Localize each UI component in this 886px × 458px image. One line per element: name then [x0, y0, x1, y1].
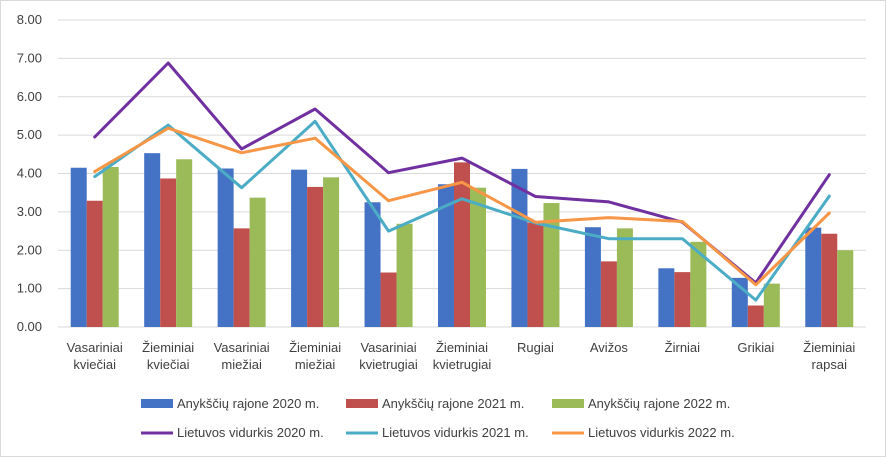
bar-series	[102, 159, 854, 327]
bar	[511, 168, 528, 327]
bar	[543, 203, 560, 327]
bar	[821, 233, 838, 327]
legend-item: Anykščių rajone 2021 m.	[346, 396, 524, 411]
bar	[763, 283, 780, 327]
bar	[438, 184, 454, 327]
y-tick-label: 8.00	[17, 12, 42, 27]
series-line	[93, 119, 831, 302]
legend-label: Anykščių rajone 2022 m.	[588, 396, 730, 411]
bar	[600, 261, 617, 327]
x-tick-label: Žirniai	[665, 340, 701, 355]
bar	[307, 186, 324, 327]
bar	[396, 223, 413, 327]
legend-item: Anykščių rajone 2020 m.	[141, 396, 319, 411]
x-tick-label: Rugiai	[517, 340, 554, 355]
bar	[102, 166, 119, 327]
legend-item: Lietuvos vidurkis 2020 m.	[141, 425, 324, 440]
legend-label: Lietuvos vidurkis 2022 m.	[588, 425, 735, 440]
x-tick-label: Žieminiai kviečiai	[142, 340, 194, 372]
y-tick-label: 5.00	[17, 127, 42, 142]
y-tick-label: 6.00	[17, 89, 42, 104]
lines	[93, 61, 831, 302]
legend-label: Anykščių rajone 2020 m.	[177, 396, 319, 411]
bar	[160, 178, 177, 327]
bar	[584, 227, 601, 327]
bar-series	[86, 162, 838, 327]
x-tick-label: Grikiai	[737, 340, 774, 355]
bars	[70, 153, 854, 327]
legend-swatch	[346, 399, 378, 408]
y-tick-label: 3.00	[17, 204, 42, 219]
x-tick-label: Žieminiai rapsai	[803, 340, 855, 372]
bar	[690, 241, 707, 327]
y-tick-label: 1.00	[17, 281, 42, 296]
legend-swatch	[552, 399, 584, 408]
x-tick-label: Vasariniai kviečiai	[67, 340, 123, 372]
bar	[380, 272, 397, 327]
bar	[144, 153, 161, 327]
bar	[364, 202, 381, 327]
bar	[454, 162, 470, 327]
legend-item: Anykščių rajone 2022 m.	[552, 396, 730, 411]
y-axis-tick-labels: 0.00 1.00 2.00 3.00 4.00 5.00 6.00 7.00 8.00	[17, 12, 42, 334]
bar	[249, 197, 266, 327]
bar	[616, 228, 633, 327]
x-tick-label: Avižos	[590, 340, 629, 355]
x-axis-tick-labels: Vasariniai kviečiai Žieminiai kviečiai Vasar…	[67, 340, 856, 372]
bar	[176, 159, 193, 327]
bar	[658, 268, 675, 327]
legend: Anykščių rajone 2020 m. Anykščių rajone 2…	[141, 396, 735, 440]
legend-label: Anykščių rajone 2021 m.	[382, 396, 524, 411]
y-tick-label: 2.00	[17, 242, 42, 257]
x-tick-label: Žieminiai miežiai	[289, 340, 341, 372]
y-tick-label: 4.00	[17, 166, 42, 181]
bar-series	[70, 153, 822, 327]
bar	[70, 167, 87, 327]
y-tick-label: 0.00	[17, 319, 42, 334]
bar	[747, 305, 764, 327]
legend-label: Lietuvos vidurkis 2021 m.	[382, 425, 529, 440]
legend-swatch	[141, 399, 173, 408]
bar	[837, 250, 854, 327]
series-line	[93, 126, 831, 287]
bar	[323, 177, 340, 327]
legend-item: Lietuvos vidurkis 2022 m.	[552, 425, 735, 440]
bar	[86, 200, 103, 327]
bar	[470, 187, 486, 327]
bar	[805, 227, 822, 327]
x-tick-label: Vasariniai miežiai	[214, 340, 270, 372]
legend-label: Lietuvos vidurkis 2020 m.	[177, 425, 324, 440]
x-tick-label: Žieminiai kvietrugiai	[433, 340, 492, 372]
x-tick-label: Vasariniai kvietrugiai	[359, 340, 418, 372]
bar	[527, 222, 544, 327]
bar	[291, 169, 308, 327]
bar	[233, 228, 250, 327]
legend-item: Lietuvos vidurkis 2021 m.	[346, 425, 529, 440]
bar	[217, 168, 234, 327]
bar	[674, 272, 691, 327]
y-tick-label: 7.00	[17, 50, 42, 65]
